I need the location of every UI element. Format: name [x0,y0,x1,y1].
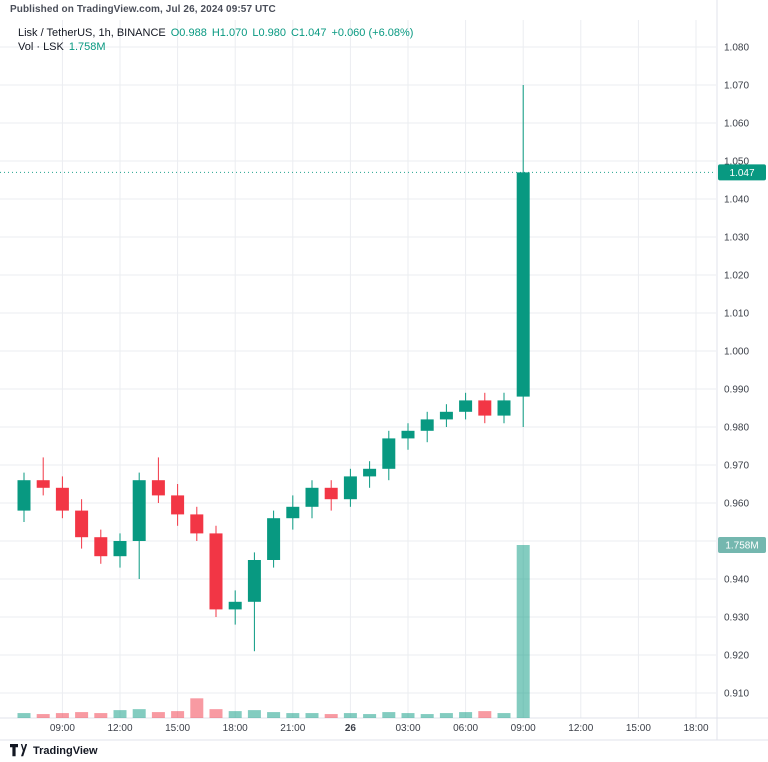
svg-text:1.070: 1.070 [724,81,749,92]
svg-text:0.980: 0.980 [724,423,749,434]
ohlc-low: L0.980 [252,27,286,39]
time-axis[interactable]: 09:00 12:00 15:00 18:00 21:00 26 03:00 06:00 09:… [50,723,709,734]
svg-text:09:00: 09:00 [511,723,536,734]
candles [17,85,530,652]
svg-text:0.970: 0.970 [724,461,749,472]
ohlc-high: H1.070 [211,27,248,39]
svg-text:0.910: 0.910 [724,689,749,700]
price-axis[interactable]: 1.080 1.070 1.060 1.050 1.040 1.030 1.020 1.010… [724,43,749,700]
svg-text:1.020: 1.020 [724,271,749,282]
legend-symbol-row[interactable]: Lisk / TetherUS, 1h, BINANCE O0.988 H1.0… [18,26,413,40]
svg-text:0.930: 0.930 [724,613,749,624]
svg-text:1.060: 1.060 [724,119,749,130]
tradingview-logo-icon[interactable] [10,744,27,757]
price-axis-badge: 1.047 [718,164,766,181]
published-header: Published on TradingView.com, Jul 26, 20… [10,4,276,15]
svg-text:12:00: 12:00 [568,723,593,734]
ohlc-open: O0.988 [170,27,207,39]
svg-text:21:00: 21:00 [280,723,305,734]
chart-legend: Lisk / TetherUS, 1h, BINANCE O0.988 H1.0… [18,26,413,54]
volume-axis-badge: 1.758M [718,537,766,554]
svg-text:06:00: 06:00 [453,723,478,734]
price-change: +0.060 (+6.08%) [331,27,414,39]
symbol-title[interactable]: Lisk / TetherUS, 1h, BINANCE [18,27,166,39]
svg-text:03:00: 03:00 [395,723,420,734]
svg-text:0.960: 0.960 [724,499,749,510]
svg-text:1.040: 1.040 [724,195,749,206]
svg-text:0.990: 0.990 [724,385,749,396]
svg-text:0.940: 0.940 [724,575,749,586]
svg-text:1.010: 1.010 [724,309,749,320]
svg-text:12:00: 12:00 [107,723,132,734]
tradingview-brand-text[interactable]: TradingView [33,744,98,757]
volume-value: 1.758M [68,41,106,53]
legend-volume-row[interactable]: Vol · LSK 1.758M [18,40,413,54]
ohlc-close: C1.047 [290,27,327,39]
svg-text:26: 26 [345,723,357,734]
svg-text:15:00: 15:00 [626,723,651,734]
svg-text:1.047: 1.047 [729,168,754,179]
svg-text:1.758M: 1.758M [725,541,758,552]
svg-text:09:00: 09:00 [50,723,75,734]
svg-text:18:00: 18:00 [223,723,248,734]
volume-label: Vol · LSK [18,41,64,53]
svg-text:18:00: 18:00 [683,723,708,734]
volume-bars [17,545,530,718]
svg-text:1.080: 1.080 [724,43,749,54]
footer-bar: TradingView [10,744,98,757]
svg-text:1.050: 1.050 [724,157,749,168]
svg-text:15:00: 15:00 [165,723,190,734]
svg-text:1.030: 1.030 [724,233,749,244]
grid-lines [0,20,716,718]
svg-text:1.000: 1.000 [724,347,749,358]
svg-text:0.920: 0.920 [724,651,749,662]
